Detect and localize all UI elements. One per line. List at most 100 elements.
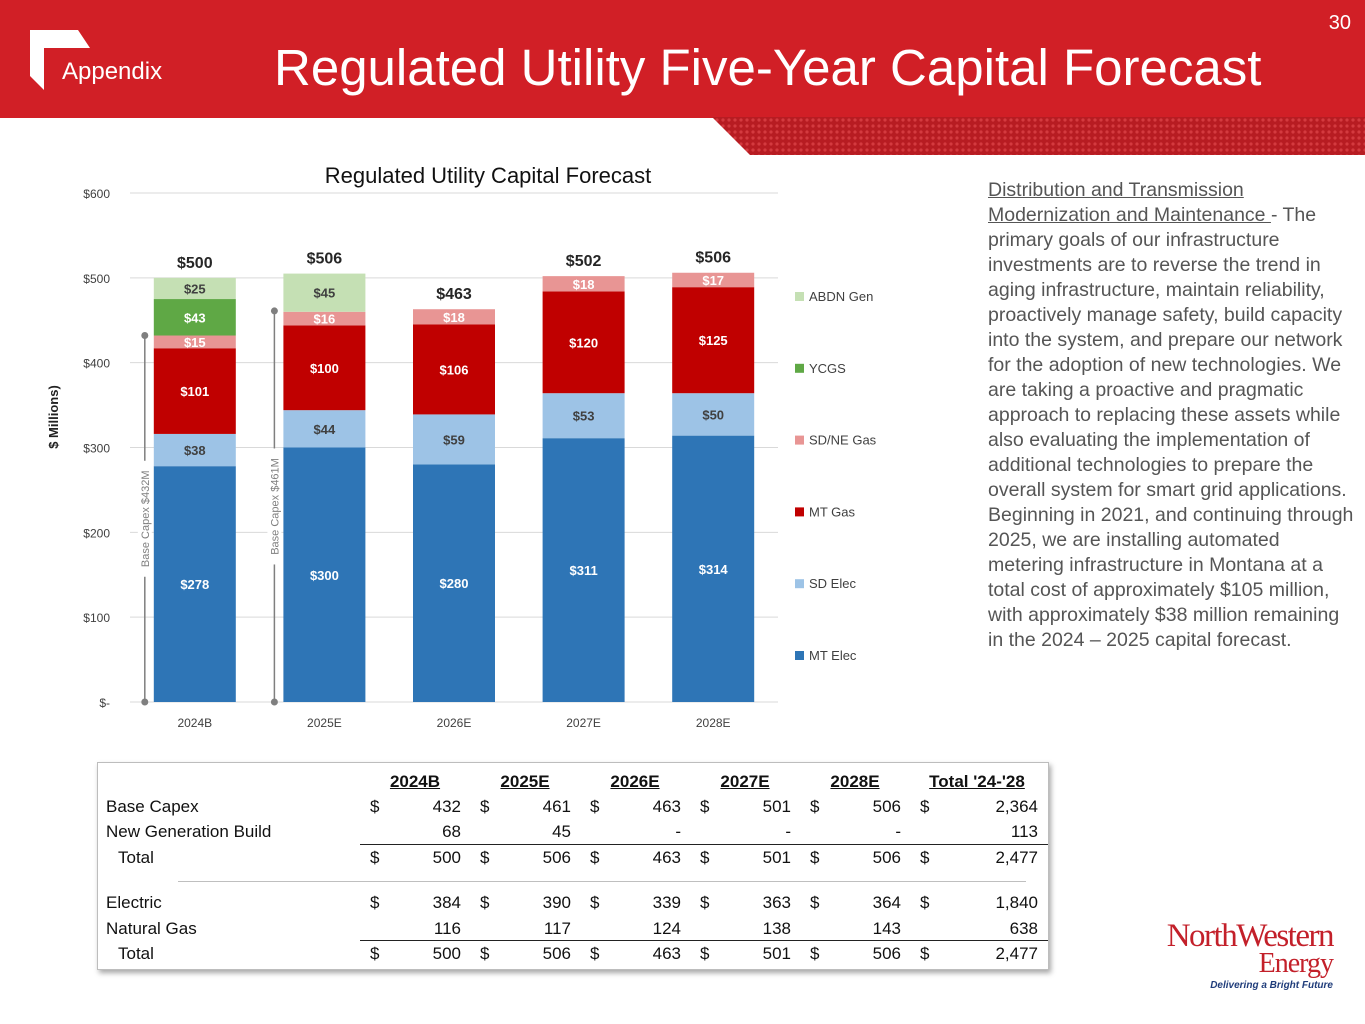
data-label: $106 <box>440 362 469 377</box>
bar-segment <box>283 325 366 411</box>
table-cell: 2,477 <box>995 848 1038 867</box>
data-label: $120 <box>569 335 598 350</box>
table-cell: 506 <box>872 944 901 963</box>
y-tick-label: $400 <box>83 357 110 371</box>
table-cell: 116 <box>433 919 461 938</box>
data-label: $38 <box>184 443 206 458</box>
bar-segment <box>672 272 755 288</box>
bar-total-label: $502 <box>566 253 602 270</box>
currency-symbol: $ <box>370 944 380 963</box>
table-cell: 463 <box>652 797 681 816</box>
data-label: $44 <box>314 422 336 437</box>
section-label: Appendix <box>62 58 163 85</box>
bar-total-label: $463 <box>436 286 472 303</box>
page-number: 30 <box>1328 12 1351 34</box>
data-label: $125 <box>699 333 728 348</box>
currency-symbol: $ <box>810 797 820 816</box>
data-label: $278 <box>180 577 209 592</box>
table-cell: 500 <box>432 848 461 867</box>
bar-segment <box>413 309 495 325</box>
table-row: Total $500 $506 $463 $501 $506 $2,477 <box>98 944 1048 966</box>
table-cell: 463 <box>652 944 681 963</box>
row-label: New Generation Build <box>106 822 272 841</box>
table-cell: 124 <box>652 919 681 938</box>
bar-segment <box>413 414 495 465</box>
decorative-band <box>712 117 1365 155</box>
bar-segment <box>542 393 625 439</box>
y-tick-label: $- <box>99 696 110 710</box>
bracket-end-top <box>141 332 149 340</box>
table-cell: 500 <box>432 944 461 963</box>
table-row: Electric $384 $390 $339 $363 $364 $1,840 <box>98 893 1048 915</box>
table-cell: 45 <box>552 822 571 841</box>
logo-name: NorthWestern <box>1166 918 1335 954</box>
data-label: $59 <box>443 432 465 447</box>
x-tick-label: 2027E <box>566 716 601 730</box>
row-label: Total <box>118 944 154 963</box>
table-cell: 384 <box>432 893 461 912</box>
table-cell: 68 <box>442 822 461 841</box>
table-cell: 113 <box>1010 822 1038 841</box>
y-axis-label: $ Millions) <box>46 385 61 449</box>
row-label: Electric <box>106 893 162 912</box>
column-header: 2026E <box>610 772 660 791</box>
y-tick-label: $600 <box>83 187 110 201</box>
annotation-bg <box>267 448 282 565</box>
row-label: Total <box>118 848 154 867</box>
table-cell: 117 <box>543 919 571 938</box>
legend-label: SD Elec <box>809 576 856 591</box>
appendix-corner-icon <box>30 30 90 90</box>
table-cell: 506 <box>872 848 901 867</box>
table-row: Natural Gas 116 117 124 138 143 638 <box>98 919 1048 941</box>
table-cell: - <box>785 822 791 841</box>
legend-label: MT Gas <box>809 504 855 519</box>
legend-label: SD/NE Gas <box>809 433 877 448</box>
capex-table: 2024B 2025E 2026E 2027E 2028E Total '24-'28 Ba… <box>97 762 1049 970</box>
bar-segment <box>672 393 755 436</box>
bar-segment <box>153 299 236 336</box>
table-cell: 390 <box>542 893 571 912</box>
x-tick-label: 2025E <box>307 716 342 730</box>
table-cell: 463 <box>652 848 681 867</box>
table-cell: 364 <box>872 893 901 912</box>
column-header: Total '24-'28 <box>929 772 1025 791</box>
y-tick-label: $300 <box>83 442 110 456</box>
currency-symbol: $ <box>920 848 930 867</box>
annotation-bg <box>137 460 152 577</box>
table-cell: 143 <box>872 919 901 938</box>
data-label: $280 <box>440 576 469 591</box>
data-label: $50 <box>702 407 724 422</box>
base-capex-annotation: Base Capex $432M <box>140 470 152 567</box>
x-tick-label: 2024B <box>177 716 212 730</box>
column-header: 2024B <box>389 772 441 791</box>
x-tick-label: 2028E <box>696 716 731 730</box>
bar-segment <box>542 438 625 702</box>
data-label: $311 <box>569 563 597 578</box>
table-cell: - <box>895 822 901 841</box>
table-cell: 506 <box>542 848 571 867</box>
table-cell: 339 <box>652 893 681 912</box>
currency-symbol: $ <box>590 893 600 912</box>
table-cell: 2,477 <box>995 944 1038 963</box>
bar-segment <box>542 291 625 394</box>
data-label: $300 <box>310 568 339 583</box>
column-header: 2025E <box>500 772 550 791</box>
capital-forecast-chart: Regulated Utility Capital Forecast $- $100… <box>46 163 877 730</box>
x-tick-label: 2026E <box>437 716 472 730</box>
bar-segment <box>672 435 755 702</box>
bar-segment <box>413 464 495 702</box>
bar-total-label: $500 <box>177 255 213 272</box>
table-row: New Generation Build 68 45 - - - 113 <box>98 822 1048 844</box>
section-divider <box>178 881 1026 882</box>
data-label: $18 <box>443 310 465 325</box>
table-cell: 638 <box>1009 919 1038 938</box>
currency-symbol: $ <box>810 944 820 963</box>
logo-sub: Energy <box>1258 948 1334 979</box>
bar-segment <box>153 348 236 434</box>
bar-segment <box>672 287 755 394</box>
currency-symbol: $ <box>370 893 380 912</box>
currency-symbol: $ <box>920 944 930 963</box>
currency-symbol: $ <box>810 848 820 867</box>
legend-swatch <box>795 651 804 660</box>
company-logo: NorthWestern Energy Delivering a Bright … <box>1128 918 1343 998</box>
